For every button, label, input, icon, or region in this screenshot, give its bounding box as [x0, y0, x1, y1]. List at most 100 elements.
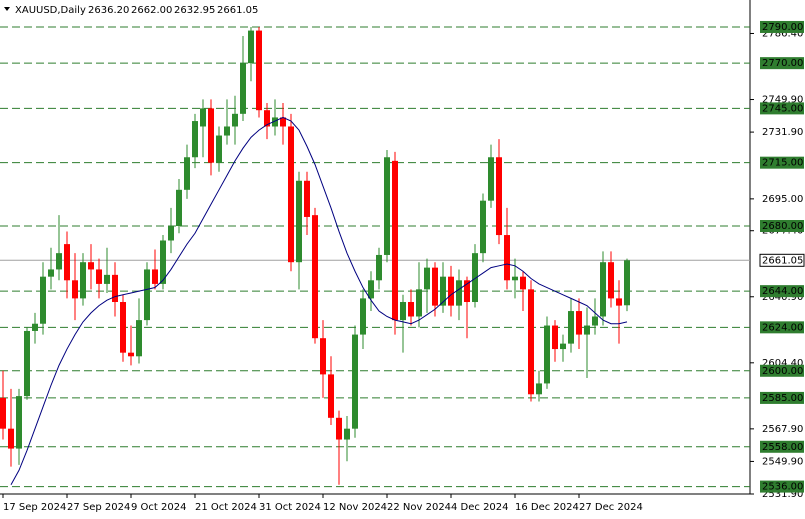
candle-body: [56, 253, 62, 270]
candle-body: [224, 126, 230, 136]
candle-body: [520, 276, 526, 290]
candle-body: [560, 343, 566, 350]
candle-body: [256, 30, 262, 111]
candle-body: [296, 180, 302, 263]
candle-body: [472, 253, 478, 303]
candle-body: [0, 397, 6, 429]
candle-body: [624, 260, 630, 306]
candle-body: [192, 121, 198, 158]
candle-body: [304, 180, 310, 217]
candle-body: [80, 262, 86, 299]
candle-body: [232, 113, 238, 127]
candle-body: [208, 108, 214, 163]
level-label-box: [760, 285, 804, 298]
candle-body: [128, 352, 134, 357]
x-tick-label: 12 Nov 2024: [323, 502, 387, 513]
candle-body: [120, 302, 126, 353]
y-tick-label: 2695.00: [762, 194, 803, 205]
y-tick-label: 2731.90: [762, 127, 803, 138]
candle-body: [48, 269, 54, 277]
level-label: 2536.00: [762, 482, 803, 493]
candle-body: [400, 302, 406, 321]
candle-body: [536, 383, 542, 395]
candle-body: [432, 267, 438, 306]
candle-body: [424, 267, 430, 290]
x-tick-label: 27 Sep 2024: [67, 502, 130, 513]
candle-body: [408, 302, 414, 317]
level-label: 2600.00: [762, 366, 803, 377]
level-label: 2770.00: [762, 58, 803, 69]
candle-body: [272, 117, 278, 127]
candle-body: [464, 280, 470, 303]
candle-body: [312, 215, 318, 339]
candle-body: [608, 262, 614, 299]
candle-body: [528, 289, 534, 395]
candle-body: [416, 289, 422, 317]
level-label-box: [760, 57, 804, 70]
level-label-box: [760, 102, 804, 115]
candle-body: [40, 276, 46, 324]
candle-body: [488, 157, 494, 201]
candle-body: [392, 160, 398, 321]
level-label-box: [760, 364, 804, 377]
candle-body: [576, 311, 582, 335]
candle-body: [184, 157, 190, 190]
candle-body: [504, 235, 510, 281]
y-tick-label: 2749.90: [762, 95, 803, 106]
candle-body: [96, 269, 102, 284]
candle-body: [112, 274, 118, 303]
level-label: 2790.00: [762, 22, 803, 33]
ohlc-close: 2661.05: [217, 5, 258, 16]
candle-body: [160, 240, 166, 284]
candle-body: [248, 30, 254, 64]
candle-body: [376, 254, 382, 281]
y-tick-label: 2604.40: [762, 358, 803, 369]
candle-body: [384, 157, 390, 255]
candle-body: [240, 63, 246, 114]
candle-body: [448, 276, 454, 306]
level-label-box: [760, 156, 804, 169]
candle-body: [152, 269, 158, 284]
candle-body: [584, 325, 590, 335]
y-tick-label: 2531.90: [762, 489, 803, 500]
x-tick-label: 17 Sep 2024: [3, 502, 66, 513]
level-label: 2745.00: [762, 103, 803, 114]
symbol-menu-icon: [4, 7, 10, 11]
candle-body: [72, 280, 78, 299]
x-tick-label: 27 Dec 2024: [579, 502, 643, 513]
candle-body: [24, 330, 30, 397]
y-tick-label: 2640.90: [762, 292, 803, 303]
level-label-box: [760, 321, 804, 334]
level-label: 2715.00: [762, 158, 803, 169]
level-label-box: [760, 20, 804, 33]
candle-body: [200, 108, 206, 127]
candle-body: [280, 117, 286, 127]
current-price-box: [759, 253, 805, 267]
candle-body: [544, 325, 550, 384]
candle-body: [592, 316, 598, 326]
level-label: 2680.00: [762, 221, 803, 232]
candle-body: [496, 157, 502, 236]
candle-body: [512, 276, 518, 281]
candle-body: [16, 396, 22, 449]
candle-body: [288, 126, 294, 263]
candle-body: [616, 298, 622, 306]
candle-body: [144, 269, 150, 321]
candle-body: [136, 320, 142, 357]
candle-body: [168, 226, 174, 241]
level-label: 2558.00: [762, 442, 803, 453]
ohlc-high: 2662.00: [131, 5, 172, 16]
candle-body: [568, 311, 574, 344]
level-label-box: [760, 480, 804, 493]
current-price-label: 2661.05: [762, 255, 803, 266]
x-tick-label: 16 Dec 2024: [515, 502, 579, 513]
candle-body: [456, 280, 462, 306]
chart-title: XAUUSD,Daily: [15, 5, 86, 16]
ohlc-low: 2632.95: [174, 5, 215, 16]
y-tick-label: 2786.40: [762, 28, 803, 39]
candle-body: [352, 334, 358, 429]
candle-body: [328, 374, 334, 418]
